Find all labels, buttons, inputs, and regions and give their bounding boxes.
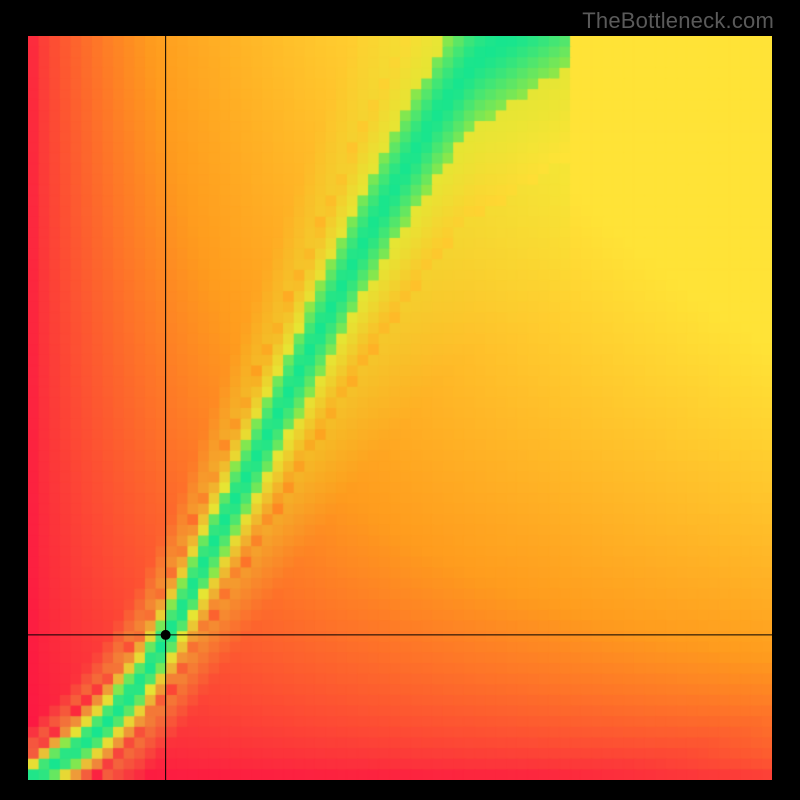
chart-container: TheBottleneck.com: [0, 0, 800, 800]
bottleneck-heatmap: [28, 36, 772, 780]
watermark-text: TheBottleneck.com: [582, 8, 774, 34]
